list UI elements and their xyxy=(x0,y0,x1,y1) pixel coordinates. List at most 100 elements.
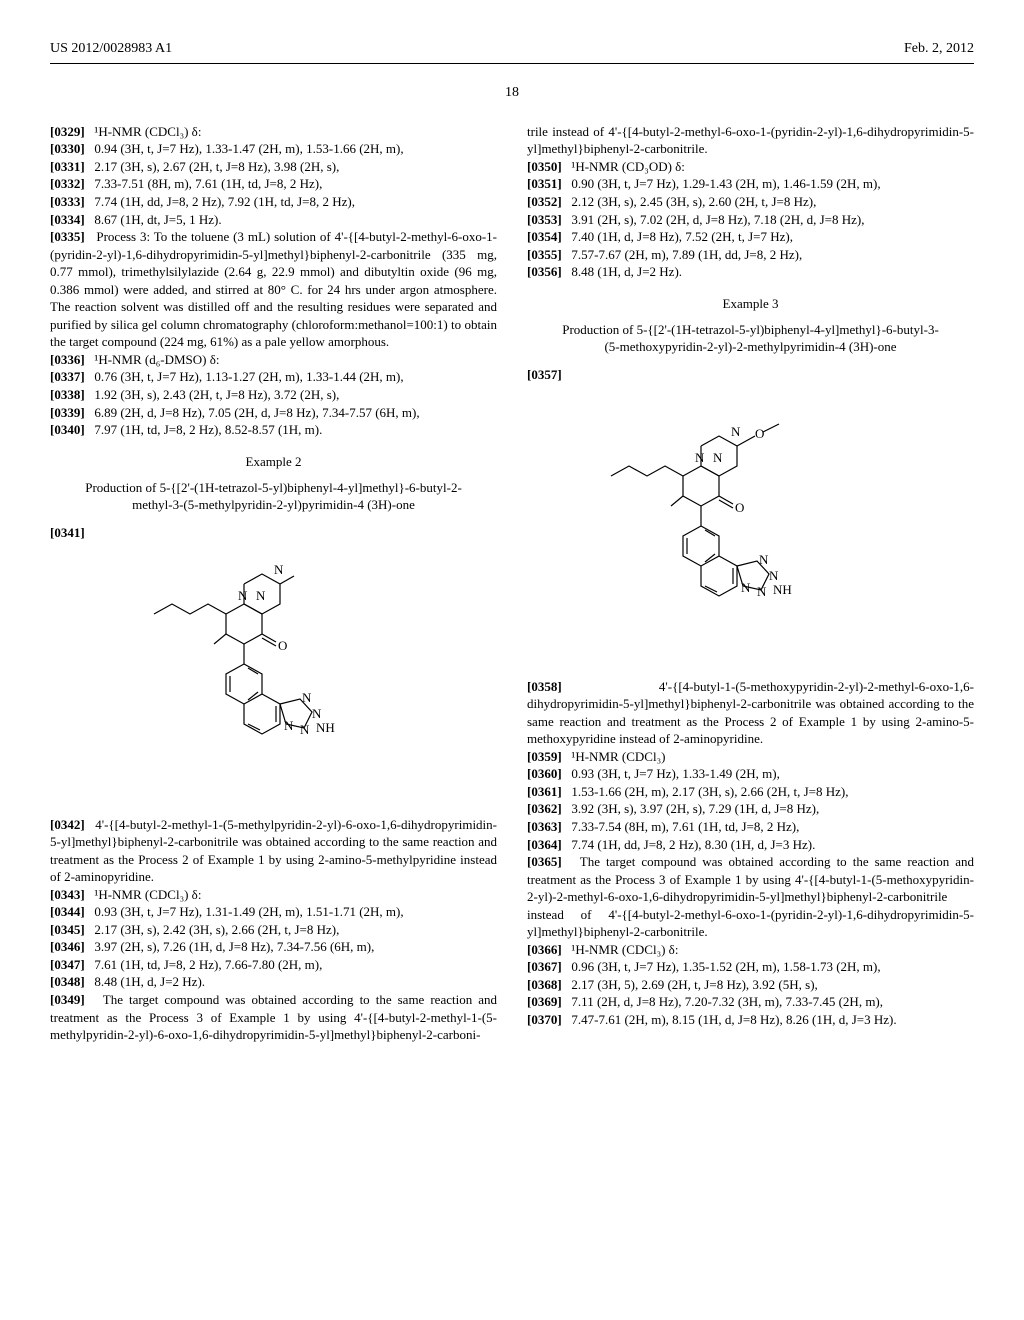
example-title: Production of 5-{[2'-(1H-tetrazol-5-yl)b… xyxy=(80,480,467,514)
chemical-structure-2: N N O N N N N NH N xyxy=(50,554,497,804)
para-num: [0330] xyxy=(50,141,85,156)
svg-text:NH: NH xyxy=(773,582,792,597)
para-text: 7.33-7.54 (8H, m), 7.61 (1H, td, J=8, 2 … xyxy=(571,819,799,834)
para-num: [0333] xyxy=(50,194,85,209)
para-num: [0360] xyxy=(527,766,562,781)
svg-text:O: O xyxy=(735,500,744,515)
para-text: 2.17 (3H, s), 2.42 (3H, s), 2.66 (2H, t,… xyxy=(94,922,339,937)
para-num: [0351] xyxy=(527,176,562,191)
para-text: ¹H-NMR (CDCl₃) xyxy=(571,749,665,764)
para-num: [0357] xyxy=(527,367,562,382)
para-num: [0359] xyxy=(527,749,562,764)
para-num: [0340] xyxy=(50,422,85,437)
para-num: [0358] xyxy=(527,679,562,694)
svg-text:N: N xyxy=(731,424,741,439)
para-num: [0339] xyxy=(50,405,85,420)
para-num: [0337] xyxy=(50,369,85,384)
para-text: 0.96 (3H, t, J=7 Hz), 1.35-1.52 (2H, m),… xyxy=(571,959,880,974)
para-text: 7.47-7.61 (2H, m), 8.15 (1H, d, J=8 Hz),… xyxy=(571,1012,896,1027)
para-text: 7.74 (1H, dd, J=8, 2 Hz), 7.92 (1H, td, … xyxy=(94,194,355,209)
para-text: ¹H-NMR (CDCl₃) δ: xyxy=(94,887,201,902)
para-num: [0335] xyxy=(50,229,85,244)
svg-text:N: N xyxy=(759,552,769,567)
para-text: 7.57-7.67 (2H, m), 7.89 (1H, dd, J=8, 2 … xyxy=(571,247,802,262)
example-label: Example 2 xyxy=(50,453,497,471)
para-num: [0367] xyxy=(527,959,562,974)
para-text: 8.67 (1H, dt, J=5, 1 Hz). xyxy=(94,212,221,227)
para-text: 2.17 (3H, 5), 2.69 (2H, t, J=8 Hz), 3.92… xyxy=(571,977,817,992)
para-text: 0.90 (3H, t, J=7 Hz), 1.29-1.43 (2H, m),… xyxy=(571,176,880,191)
para-text: 2.12 (3H, s), 2.45 (3H, s), 2.60 (2H, t,… xyxy=(571,194,816,209)
para-num: [0342] xyxy=(50,817,85,832)
svg-text:N: N xyxy=(300,722,310,737)
para-text: ¹H-NMR (CDCl₃) δ: xyxy=(571,942,678,957)
para-num: [0336] xyxy=(50,352,85,367)
left-column: [0329] ¹H-NMR (CDCl₃) δ: [0330] 0.94 (3H… xyxy=(50,123,497,1044)
para-num: [0366] xyxy=(527,942,562,957)
para-num: [0362] xyxy=(527,801,562,816)
svg-text:N: N xyxy=(741,580,751,595)
para-num: [0349] xyxy=(50,992,85,1007)
para-num: [0363] xyxy=(527,819,562,834)
para-num: [0338] xyxy=(50,387,85,402)
svg-text:NH: NH xyxy=(316,720,335,735)
para-text: 8.48 (1H, d, J=2 Hz). xyxy=(571,264,682,279)
para-num: [0347] xyxy=(50,957,85,972)
para-text: ¹H-NMR (CDCl₃) δ: xyxy=(94,124,201,139)
publication-number: US 2012/0028983 A1 xyxy=(50,40,172,59)
para-text: 3.97 (2H, s), 7.26 (1H, d, J=8 Hz), 7.34… xyxy=(94,939,374,954)
para-num: [0369] xyxy=(527,994,562,1009)
para-text: 8.48 (1H, d, J=2 Hz). xyxy=(94,974,205,989)
svg-text:N: N xyxy=(256,588,266,603)
svg-text:N: N xyxy=(238,588,248,603)
para-text: 7.97 (1H, td, J=8, 2 Hz), 8.52-8.57 (1H,… xyxy=(94,422,322,437)
para-text: 0.94 (3H, t, J=7 Hz), 1.33-1.47 (2H, m),… xyxy=(94,141,403,156)
example-title: Production of 5-{[2'-(1H-tetrazol-5-yl)b… xyxy=(557,322,944,356)
para-num: [0334] xyxy=(50,212,85,227)
para-text: 7.61 (1H, td, J=8, 2 Hz), 7.66-7.80 (2H,… xyxy=(94,957,322,972)
right-column: trile instead of 4'-{[4-butyl-2-methyl-6… xyxy=(527,123,974,1044)
chemical-structure-3: N N O O N N N N NH N xyxy=(527,396,974,666)
para-text: The target compound was obtained accordi… xyxy=(50,992,497,1042)
svg-text:O: O xyxy=(278,638,287,653)
para-text: ¹H-NMR (CD₃OD) δ: xyxy=(571,159,685,174)
para-text: 7.11 (2H, d, J=8 Hz), 7.20-7.32 (3H, m),… xyxy=(571,994,883,1009)
para-text: 1.92 (3H, s), 2.43 (2H, t, J=8 Hz), 3.72… xyxy=(94,387,339,402)
para-num: [0346] xyxy=(50,939,85,954)
page-header: US 2012/0028983 A1 Feb. 2, 2012 xyxy=(50,40,974,64)
para-text: Process 3: To the toluene (3 mL) solutio… xyxy=(50,229,497,349)
para-num: [0352] xyxy=(527,194,562,209)
example-label: Example 3 xyxy=(527,295,974,313)
para-num: [0332] xyxy=(50,176,85,191)
para-text: 7.33-7.51 (8H, m), 7.61 (1H, td, J=8, 2 … xyxy=(94,176,322,191)
svg-text:N: N xyxy=(274,562,284,577)
para-num: [0348] xyxy=(50,974,85,989)
svg-text:O: O xyxy=(755,426,764,441)
para-text: 0.93 (3H, t, J=7 Hz), 1.31-1.49 (2H, m),… xyxy=(94,904,403,919)
two-column-layout: [0329] ¹H-NMR (CDCl₃) δ: [0330] 0.94 (3H… xyxy=(50,123,974,1044)
para-text: ¹H-NMR (d₆-DMSO) δ: xyxy=(94,352,219,367)
svg-text:N: N xyxy=(713,450,723,465)
para-text: 3.91 (2H, s), 7.02 (2H, d, J=8 Hz), 7.18… xyxy=(571,212,864,227)
para-text: 0.76 (3H, t, J=7 Hz), 1.13-1.27 (2H, m),… xyxy=(94,369,403,384)
para-num: [0350] xyxy=(527,159,562,174)
para-num: [0354] xyxy=(527,229,562,244)
svg-text:N: N xyxy=(284,718,294,733)
para-text: 7.74 (1H, dd, J=8, 2 Hz), 8.30 (1H, d, J… xyxy=(571,837,815,852)
para-num: [0364] xyxy=(527,837,562,852)
para-text: 7.40 (1H, d, J=8 Hz), 7.52 (2H, t, J=7 H… xyxy=(571,229,793,244)
para-num: [0331] xyxy=(50,159,85,174)
continuation-text: trile instead of 4'-{[4-butyl-2-methyl-6… xyxy=(527,123,974,158)
svg-text:N: N xyxy=(757,584,767,599)
para-num: [0343] xyxy=(50,887,85,902)
para-num: [0370] xyxy=(527,1012,562,1027)
para-num: [0341] xyxy=(50,525,85,540)
svg-text:N: N xyxy=(769,568,779,583)
para-num: [0353] xyxy=(527,212,562,227)
para-num: [0344] xyxy=(50,904,85,919)
publication-date: Feb. 2, 2012 xyxy=(904,40,974,59)
para-text: 6.89 (2H, d, J=8 Hz), 7.05 (2H, d, J=8 H… xyxy=(94,405,419,420)
svg-text:N: N xyxy=(695,450,705,465)
para-text: 3.92 (3H, s), 3.97 (2H, s), 7.29 (1H, d,… xyxy=(571,801,819,816)
para-num: [0355] xyxy=(527,247,562,262)
